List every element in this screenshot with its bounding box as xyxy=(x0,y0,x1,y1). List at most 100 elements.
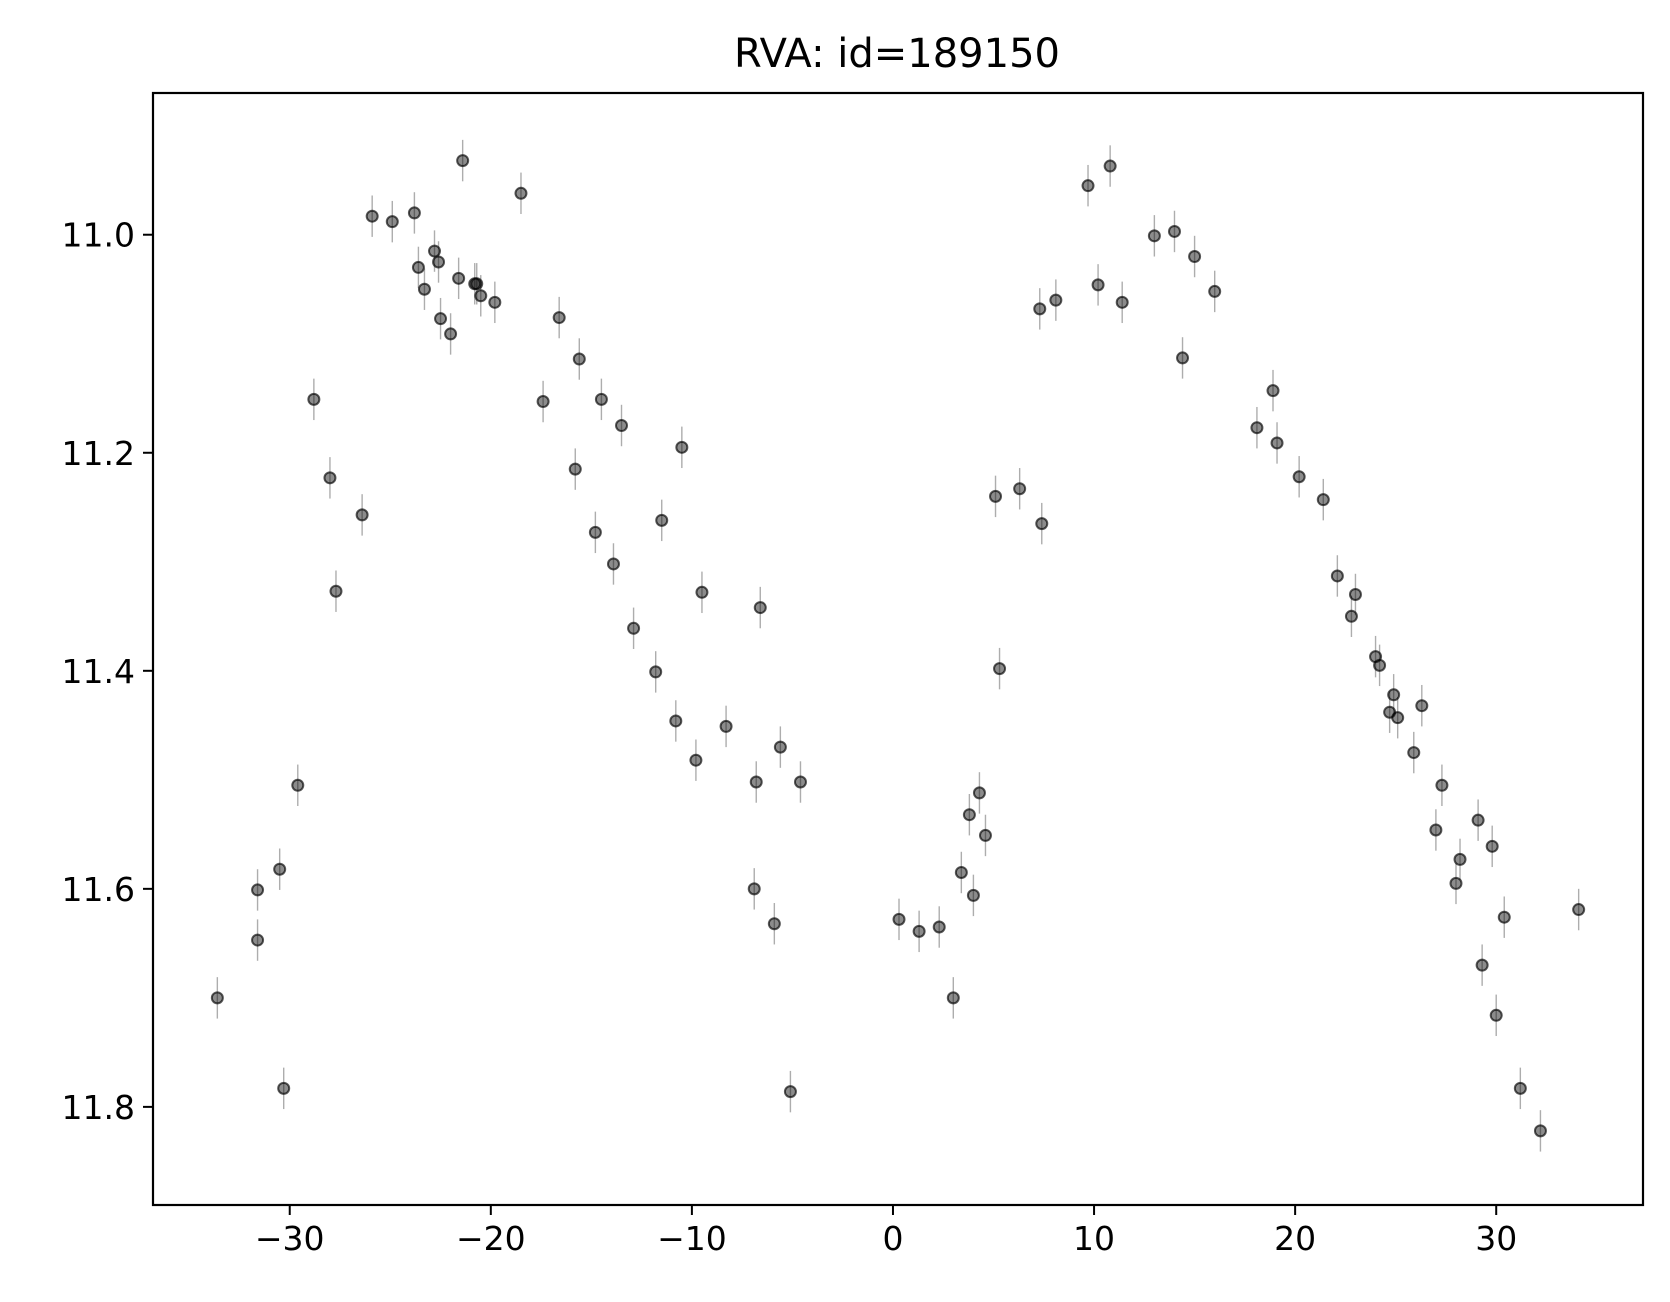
data-point xyxy=(1091,278,1105,292)
x-tick-label: 0 xyxy=(882,1219,903,1258)
data-point xyxy=(1429,823,1443,837)
data-point xyxy=(1471,813,1485,827)
y-axis: 11.0 11.2 11.4 11.6 11.8 xyxy=(62,216,153,1127)
data-point xyxy=(773,740,787,754)
data-point xyxy=(1513,1081,1527,1095)
data-point xyxy=(993,662,1007,676)
data-point xyxy=(407,206,421,220)
data-point xyxy=(1147,229,1161,243)
data-point xyxy=(1489,1008,1503,1022)
data-point xyxy=(444,327,458,341)
data-point xyxy=(1348,587,1362,601)
x-tick-label: 10 xyxy=(1073,1219,1115,1258)
data-point xyxy=(456,154,470,168)
data-point xyxy=(695,585,709,599)
data-point xyxy=(1013,482,1027,496)
data-point xyxy=(1344,609,1358,623)
point-layer xyxy=(210,154,1586,1138)
data-point xyxy=(1391,711,1405,725)
data-point xyxy=(1176,351,1190,365)
data-point xyxy=(210,991,224,1005)
data-point xyxy=(669,714,683,728)
data-point xyxy=(1188,250,1202,264)
data-point xyxy=(1453,852,1467,866)
data-point xyxy=(1415,699,1429,713)
data-point xyxy=(307,392,321,406)
data-point xyxy=(385,215,399,229)
x-tick-label: 20 xyxy=(1274,1219,1316,1258)
data-point xyxy=(1167,224,1181,238)
data-point xyxy=(966,888,980,902)
data-point xyxy=(962,808,976,822)
data-point xyxy=(627,621,641,635)
data-point xyxy=(488,295,502,309)
data-point xyxy=(747,882,761,896)
data-point xyxy=(783,1085,797,1099)
data-point xyxy=(1250,421,1264,435)
data-point xyxy=(251,933,265,947)
data-point xyxy=(552,311,566,325)
y-tick-label: 11.0 xyxy=(62,216,135,255)
data-point xyxy=(355,508,369,522)
data-point xyxy=(474,289,488,303)
y-tick-label: 11.4 xyxy=(62,652,135,691)
data-point xyxy=(932,920,946,934)
x-tick-label: −10 xyxy=(657,1219,727,1258)
data-point xyxy=(251,883,265,897)
data-point xyxy=(1033,302,1047,316)
data-point xyxy=(1270,436,1284,450)
data-point xyxy=(1049,293,1063,307)
data-point xyxy=(615,419,629,433)
data-point xyxy=(606,557,620,571)
data-point xyxy=(749,775,763,789)
data-point xyxy=(1208,284,1222,298)
data-point xyxy=(954,865,968,879)
data-point xyxy=(1485,839,1499,853)
y-tick-label: 11.6 xyxy=(62,870,135,909)
errorbar-layer xyxy=(216,139,1580,1152)
data-point xyxy=(452,271,466,285)
data-point xyxy=(767,917,781,931)
y-tick-label: 11.2 xyxy=(62,434,135,473)
data-point xyxy=(689,753,703,767)
data-point xyxy=(1292,470,1306,484)
data-point xyxy=(1316,493,1330,507)
data-point xyxy=(434,312,448,326)
data-point xyxy=(1475,958,1489,972)
data-point xyxy=(675,440,689,454)
y-tick-label: 11.8 xyxy=(62,1088,135,1127)
data-point xyxy=(417,282,431,296)
data-point xyxy=(793,775,807,789)
x-tick-label: −20 xyxy=(456,1219,526,1258)
data-point xyxy=(568,462,582,476)
data-point xyxy=(1266,384,1280,398)
x-axis: −30 −20 −10 0 10 20 30 xyxy=(255,1205,1517,1258)
data-point xyxy=(1387,688,1401,702)
plot-area-frame xyxy=(151,91,1645,1207)
data-point xyxy=(291,778,305,792)
data-point xyxy=(1435,778,1449,792)
data-point xyxy=(470,277,484,291)
data-point xyxy=(1497,910,1511,924)
data-point xyxy=(655,513,669,527)
data-point xyxy=(892,912,906,926)
data-point xyxy=(1115,295,1129,309)
data-point xyxy=(1330,569,1344,583)
data-point xyxy=(1035,517,1049,531)
data-point xyxy=(649,665,663,679)
chart-title: RVA: id=189150 xyxy=(734,31,1060,77)
data-point xyxy=(411,260,425,274)
data-point xyxy=(978,828,992,842)
data-point xyxy=(277,1081,291,1095)
data-point xyxy=(588,525,602,539)
x-tick-label: −30 xyxy=(255,1219,325,1258)
data-point xyxy=(329,584,343,598)
data-point xyxy=(1533,1124,1547,1138)
data-point xyxy=(989,489,1003,503)
data-point xyxy=(594,392,608,406)
data-point xyxy=(972,786,986,800)
data-point xyxy=(365,209,379,223)
data-point xyxy=(536,395,550,409)
